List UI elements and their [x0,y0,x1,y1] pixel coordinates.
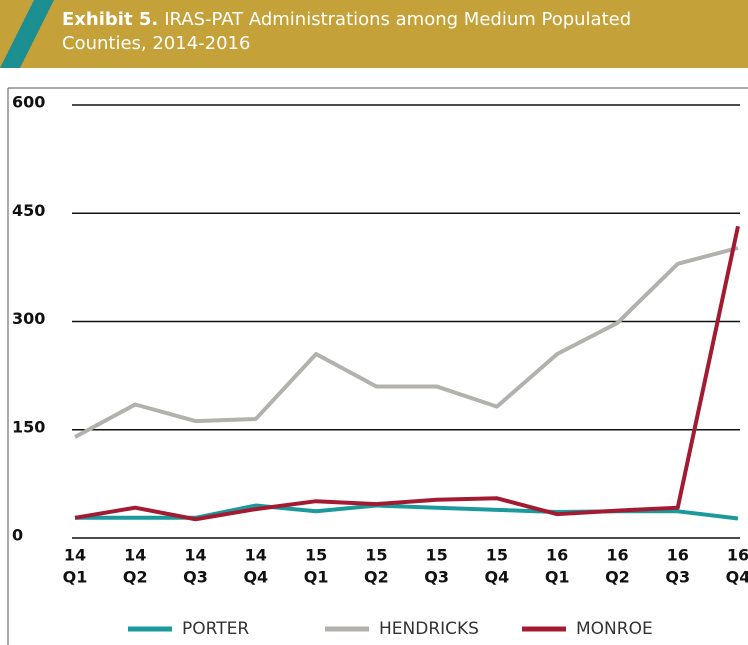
x-tick-label: Q1 [304,568,329,587]
x-tick-label: Q1 [545,568,570,587]
x-tick-label: 16 [667,546,689,565]
title-block: Exhibit 5. IRAS-PAT Administrations among… [62,8,702,56]
x-tick-label: 15 [365,546,387,565]
y-tick-label: 600 [12,93,45,112]
chart-title: IRAS-PAT Administrations among Medium Po… [62,9,632,54]
legend-label: PORTER [182,619,249,639]
x-tick-label: 16 [606,546,628,565]
x-tick-label: Q3 [665,568,690,587]
x-tick-label: 15 [426,546,448,565]
x-tick-label: Q4 [243,568,268,587]
x-tick-label: 16 [727,546,748,565]
banner-accent [0,0,54,68]
banner-bg [0,0,748,68]
x-tick-label: 14 [64,546,86,565]
x-tick-label: 15 [305,546,327,565]
x-tick-label: 14 [184,546,206,565]
x-tick-label: 15 [486,546,508,565]
x-tick-label: Q2 [364,568,389,587]
x-tick-label: Q4 [726,568,748,587]
x-tick-label: Q1 [63,568,88,587]
x-tick-label: Q4 [485,568,510,587]
x-tick-label: Q2 [605,568,630,587]
legend-label: MONROE [576,619,653,639]
y-tick-label: 0 [12,526,23,545]
x-tick-label: Q2 [123,568,148,587]
y-tick-label: 150 [12,417,45,436]
y-tick-label: 300 [12,309,45,328]
series-line [74,245,739,439]
series-line [74,225,740,522]
legend-label: HENDRICKS [379,619,479,639]
y-tick-label: 450 [12,201,45,220]
x-tick-label: 14 [124,546,146,565]
x-tick-label: 14 [245,546,267,565]
x-tick-label: 16 [546,546,568,565]
x-tick-label: Q3 [183,568,208,587]
exhibit-label: Exhibit 5. [62,9,159,30]
banner [0,0,748,68]
x-tick-label: Q3 [424,568,449,587]
